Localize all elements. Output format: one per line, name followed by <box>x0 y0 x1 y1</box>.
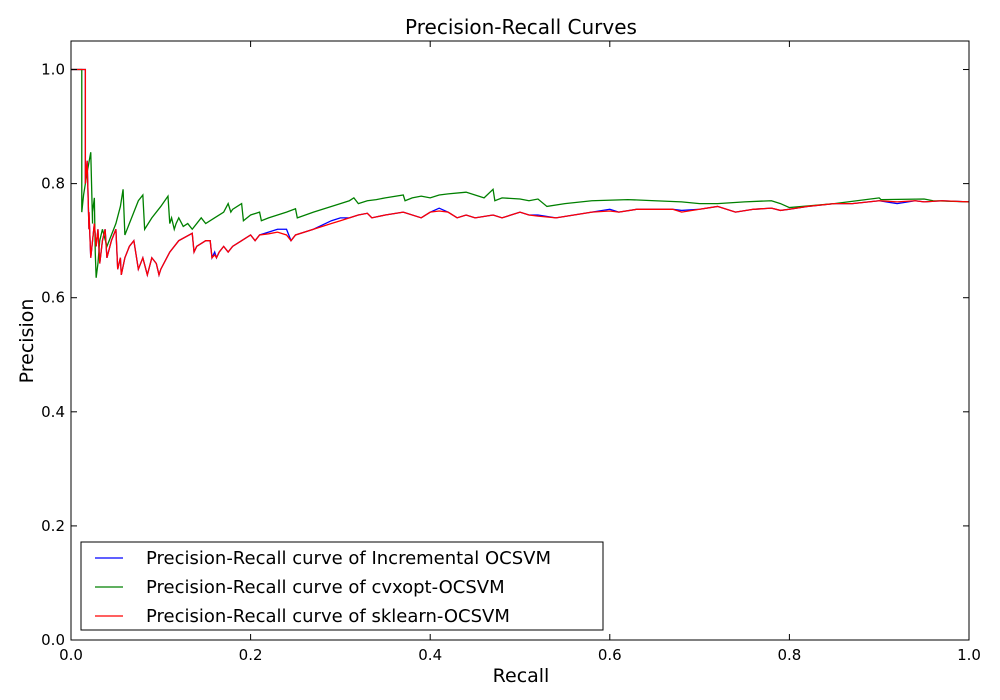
x-tick-label: 0.0 <box>59 646 83 664</box>
y-axis-ticks: 0.0 0.2 0.4 0.6 0.8 1.0 <box>41 61 969 649</box>
y-tick-label: 0.8 <box>41 175 65 193</box>
x-tick-label: 0.8 <box>777 646 801 664</box>
legend-label: Precision-Recall curve of cvxopt-OCSVM <box>146 577 505 598</box>
x-axis-ticks: 0.0 0.2 0.4 0.6 0.8 1.0 <box>59 41 981 664</box>
y-tick-label: 0.6 <box>41 289 65 307</box>
plot-frame <box>70 40 970 641</box>
series-line-2 <box>71 68 969 278</box>
chart-title: Precision-Recall Curves <box>405 15 637 39</box>
y-tick-label: 0.0 <box>41 631 65 649</box>
series-line-1 <box>71 68 969 278</box>
legend-label: Precision-Recall curve of Incremental OC… <box>146 548 551 569</box>
y-axis-title: Precision <box>16 299 38 384</box>
x-tick-label: 1.0 <box>957 646 981 664</box>
y-tick-label: 0.4 <box>41 403 65 421</box>
series-line-3 <box>71 68 969 278</box>
x-tick-label: 0.4 <box>418 646 442 664</box>
series-lines <box>71 68 969 278</box>
legend-label: Precision-Recall curve of sklearn-OCSVM <box>146 606 510 627</box>
legend: Precision-Recall curve of Incremental OC… <box>80 541 604 631</box>
y-tick-label: 0.2 <box>41 517 65 535</box>
y-tick-label: 1.0 <box>41 61 65 79</box>
x-tick-label: 0.2 <box>239 646 263 664</box>
x-axis-title: Recall <box>493 665 550 687</box>
x-tick-label: 0.6 <box>598 646 622 664</box>
legend-box <box>80 541 604 631</box>
